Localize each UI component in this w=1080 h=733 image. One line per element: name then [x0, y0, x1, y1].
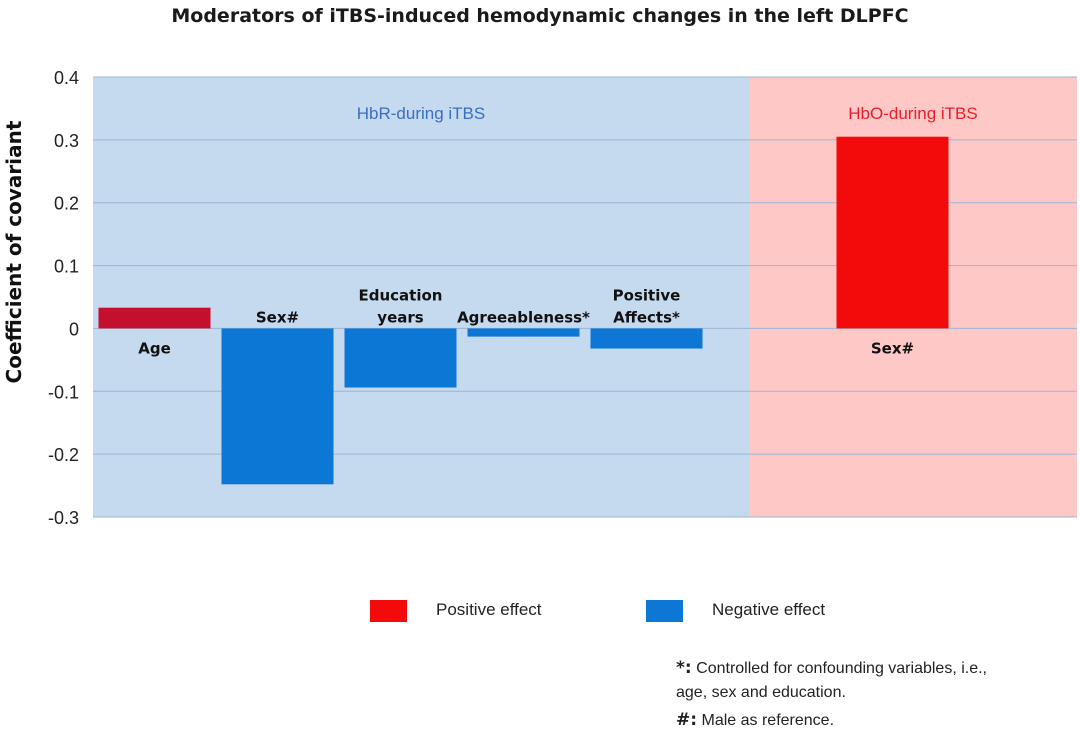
y-tick-label-4: 0 [69, 319, 79, 339]
legend-swatch-1 [646, 600, 683, 622]
y-tick-label-5: -0.1 [48, 382, 79, 402]
bar-label-1-0: Sex# [256, 308, 299, 326]
bar-label-2-1: years [377, 308, 423, 326]
bar-label-2-0: Education [359, 286, 443, 304]
bar-0 [98, 307, 211, 329]
bar-label-0-0: Age [138, 339, 171, 357]
bar-label-4-1: Affects* [613, 308, 680, 326]
bar-label-4-0: Positive [613, 286, 681, 304]
y-tick-label-2: 0.2 [54, 194, 79, 214]
y-tick-label-7: -0.3 [48, 508, 79, 528]
bar-2 [344, 328, 457, 388]
y-tick-label-1: 0.3 [54, 131, 79, 151]
legend-label-0: Positive effect [436, 600, 542, 619]
y-tick-label-3: 0.1 [54, 257, 79, 277]
footnote-asterisk: *: Controlled for confounding variables,… [676, 656, 987, 705]
bar-3 [467, 328, 580, 337]
panel-background-0 [93, 77, 749, 517]
y-axis-label: Coefficient of covariant [2, 120, 26, 383]
footnote-asterisk-symbol: *: [676, 658, 692, 678]
legend-label-1: Negative effect [712, 600, 825, 619]
chart-title: Moderators of iTBS-induced hemodynamic c… [171, 5, 908, 27]
panel-label-1: HbO-during iTBS [848, 104, 977, 123]
bar-1 [221, 328, 334, 485]
bar-label-5-0: Sex# [871, 339, 914, 357]
footnote-hash-symbol: #: [676, 710, 698, 730]
bar-4 [590, 328, 703, 349]
y-tick-label-0: 0.4 [54, 68, 79, 88]
legend-swatch-0 [370, 600, 407, 622]
y-tick-label-6: -0.2 [48, 445, 79, 465]
panel-label-0: HbR-during iTBS [357, 104, 486, 123]
bar-label-3-0: Agreeableness* [457, 308, 590, 326]
footnote-hash-text: Male as reference. [701, 712, 835, 729]
footnote-asterisk-text-2: age, sex and education. [676, 684, 846, 701]
footnote-hash: #: Male as reference. [676, 708, 834, 733]
footnote-asterisk-text: Controlled for confounding variables, i.… [696, 660, 987, 677]
bar-5 [836, 136, 949, 329]
